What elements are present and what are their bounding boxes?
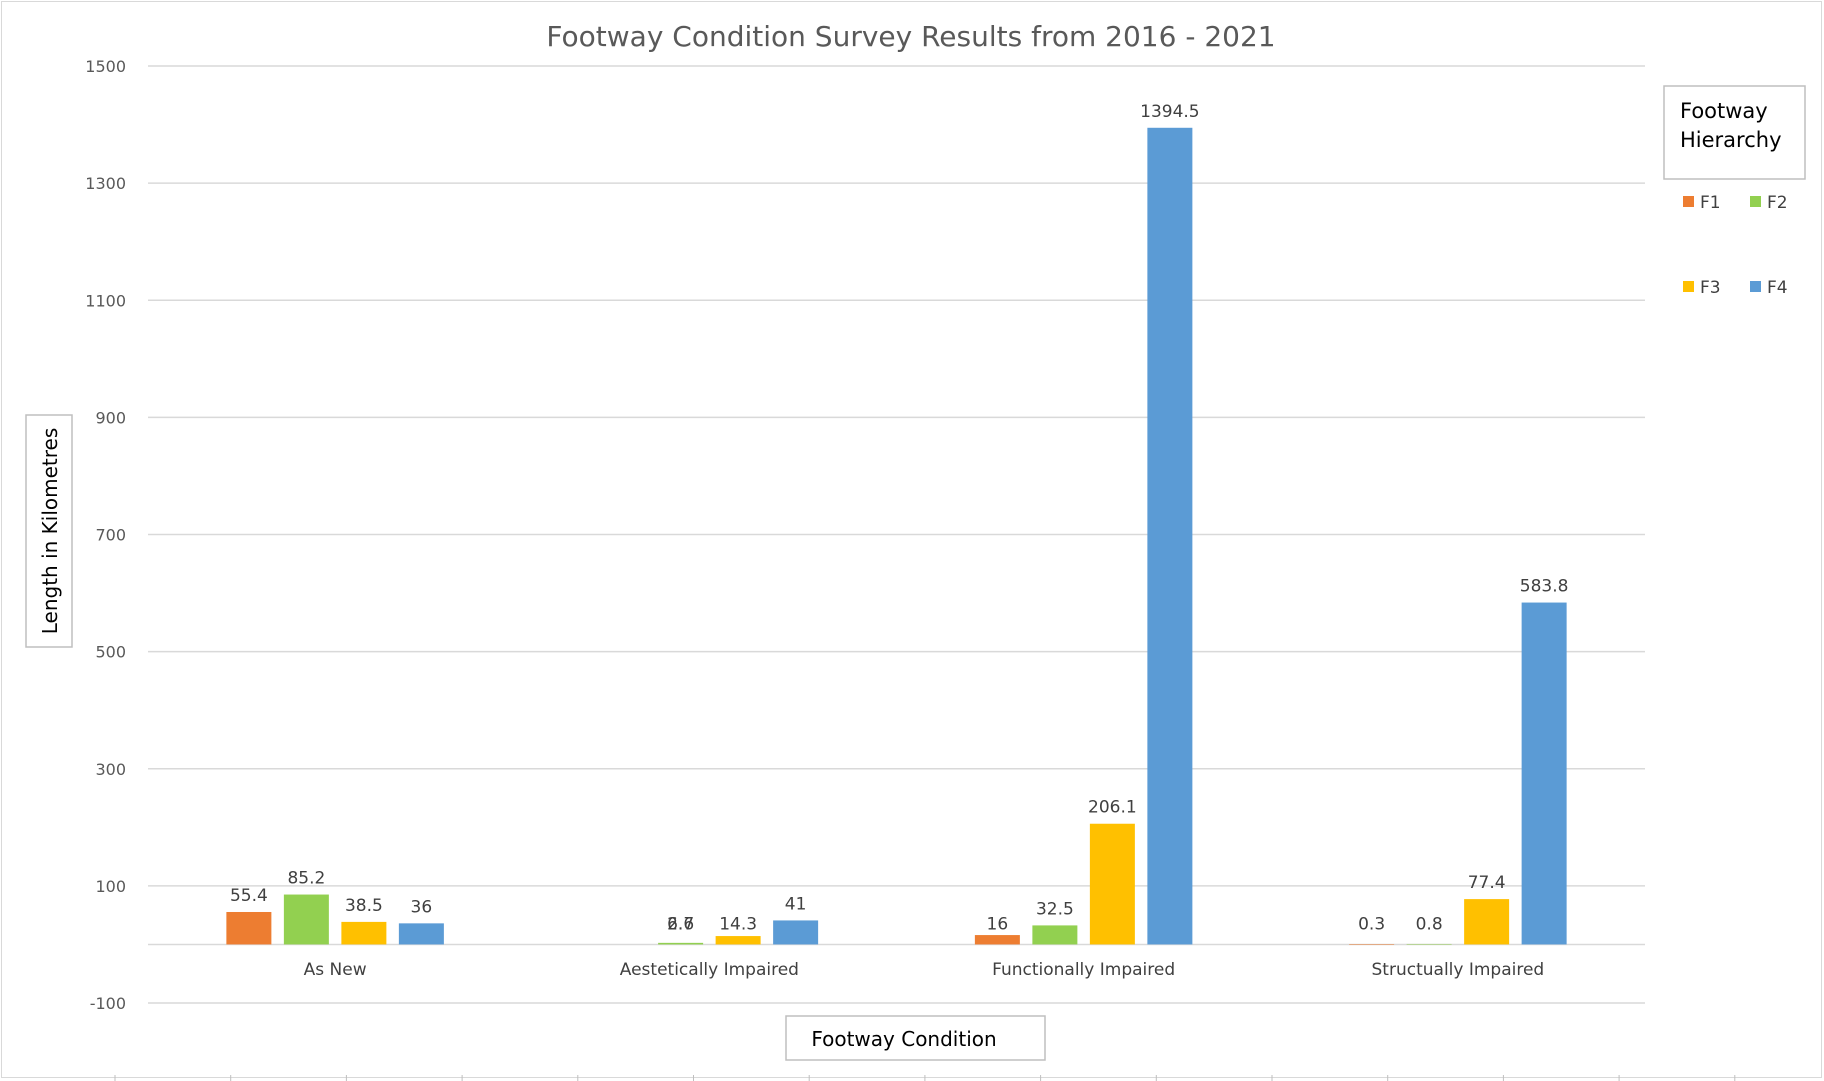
legend-label-f3: F3 [1700,278,1721,298]
data-label: 0.3 [1358,914,1385,934]
y-tick-label: 500 [95,643,126,662]
y-tick-label: 900 [95,408,126,427]
legend-label-f1: F1 [1700,193,1721,213]
bar-f4 [398,923,444,945]
y-axis-title: Length in Kilometres [38,428,62,635]
bar-f2 [658,942,704,945]
legend-title-line-1: Footway [1680,99,1768,123]
legend: Footway Hierarchy F1 F2 F3 F4 [1663,85,1806,298]
data-label: 55.4 [230,886,268,906]
chart-title: Footway Condition Survey Results from 20… [546,20,1275,53]
bar-f3 [1464,899,1510,945]
y-tick-label: 1300 [85,174,126,193]
data-label: 41 [785,894,807,914]
data-label: 583.8 [1520,577,1569,597]
bar-f2 [1032,925,1078,945]
legend-swatch-f2 [1750,196,1761,207]
data-label: 32.5 [1036,899,1074,919]
data-label: 6.6 [667,914,694,934]
data-label: 38.5 [345,896,383,916]
bar-f3 [715,936,761,945]
legend-swatch-f3 [1683,281,1694,292]
x-category-label: Aestetically Impaired [620,960,799,980]
legend-title-box [1663,85,1806,180]
x-axis-categories: As New Aestetically Impaired Functionally … [304,960,1545,980]
bar-f1 [1349,944,1395,945]
bar-f1 [226,911,272,945]
data-label: 2.7 [667,914,694,934]
x-axis-title: Footway Condition [811,1027,996,1051]
y-axis-title-box: Length in Kilometres [25,414,73,648]
y-tick-label: 100 [95,877,126,896]
bar-f4 [1521,602,1567,945]
bar-f4 [1147,127,1193,945]
data-label: 1394.5 [1140,102,1199,122]
y-tick-label: 1100 [85,291,126,310]
bar-f2 [283,894,329,945]
legend-swatch-f1 [1683,196,1694,207]
x-axis-title-box: Footway Condition [785,1015,1046,1061]
bars [226,127,1567,945]
legend-swatch-f4 [1750,281,1761,292]
y-tick-label: 1500 [85,57,126,76]
legend-title-line-2: Hierarchy [1680,128,1782,152]
data-label: 85.2 [287,869,325,889]
legend-label-f4: F4 [1767,278,1788,298]
data-label: 77.4 [1468,873,1506,893]
y-tick-label: -100 [90,994,126,1013]
bar-f4 [773,920,819,945]
legend-label-f2: F2 [1767,193,1788,213]
x-category-label: Structually Impaired [1372,960,1545,980]
x-category-label: As New [304,960,367,980]
bar-f3 [1089,823,1135,945]
data-label: 16 [987,914,1009,934]
gridlines [148,65,1645,1004]
bar-f2 [1406,943,1452,945]
data-label: 0.8 [1416,914,1443,934]
y-tick-label: 700 [95,526,126,545]
bar-f3 [341,921,387,945]
data-labels: 55.4 85.2 38.5 36 2.7 14.3 41 16 32.5 206.1 1394.5… [230,102,1569,935]
y-tick-label: 300 [95,760,126,779]
data-label: 206.1 [1088,798,1137,818]
x-category-label: Functionally Impaired [992,960,1175,980]
data-label: 14.3 [719,914,757,934]
data-label: 36 [411,897,433,917]
bar-f1 [974,935,1020,945]
y-axis-ticks: -100 100 300 500 700 900 1100 1300 1500 [85,57,126,1013]
